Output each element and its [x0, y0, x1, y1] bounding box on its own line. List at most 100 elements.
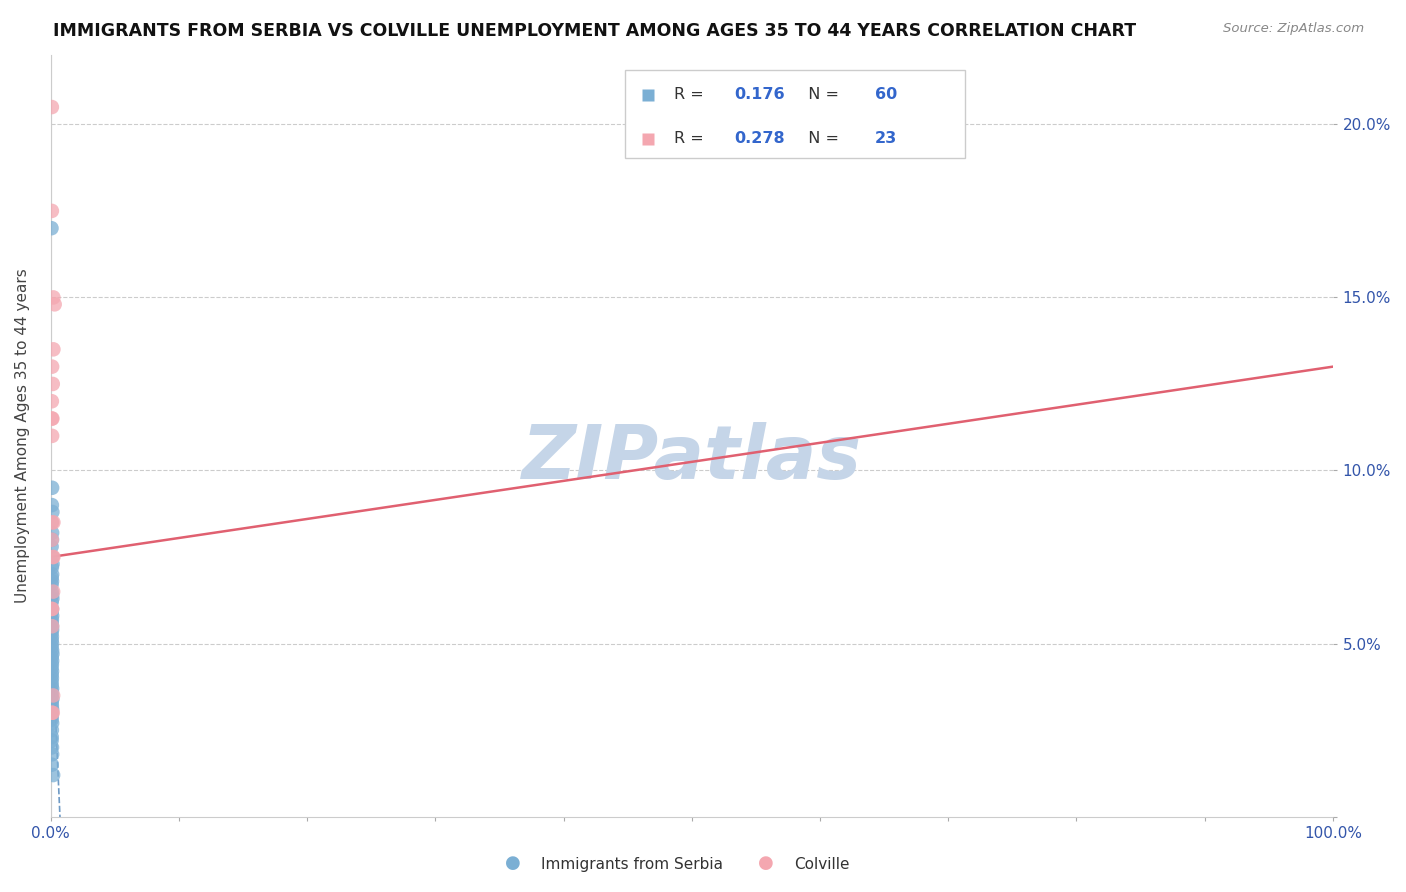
Point — [42, 584, 65, 599]
Point — [41, 221, 63, 235]
Point — [42, 343, 65, 357]
Point — [41, 626, 63, 640]
Point — [41, 643, 63, 657]
Y-axis label: Unemployment Among Ages 35 to 44 years: Unemployment Among Ages 35 to 44 years — [15, 268, 30, 603]
Point — [41, 733, 63, 747]
Point — [41, 689, 63, 703]
Point — [41, 577, 63, 591]
Point — [41, 203, 63, 218]
Point — [41, 560, 63, 574]
Text: 0.278: 0.278 — [734, 131, 785, 146]
Point — [41, 100, 63, 114]
Point — [41, 533, 63, 547]
Point — [41, 757, 63, 772]
Point — [41, 574, 63, 589]
Point — [41, 612, 63, 626]
Point — [41, 481, 63, 495]
Text: IMMIGRANTS FROM SERBIA VS COLVILLE UNEMPLOYMENT AMONG AGES 35 TO 44 YEARS CORREL: IMMIGRANTS FROM SERBIA VS COLVILLE UNEMP… — [53, 22, 1136, 40]
Point — [41, 716, 63, 731]
Point — [41, 713, 63, 727]
Point — [41, 640, 63, 654]
Bar — [626, 70, 965, 158]
Point — [41, 702, 63, 716]
Point — [41, 525, 63, 540]
Text: R =: R = — [673, 131, 709, 146]
Point — [41, 636, 63, 650]
Text: Colville: Colville — [794, 857, 849, 872]
Point — [41, 411, 63, 425]
Point — [41, 671, 63, 685]
Point — [42, 689, 65, 703]
Point — [41, 709, 63, 723]
Point — [41, 411, 63, 425]
Point — [41, 516, 63, 530]
Point — [41, 633, 63, 648]
Point — [41, 698, 63, 713]
Point — [41, 540, 63, 554]
Point — [41, 685, 63, 699]
Point — [42, 376, 65, 391]
Point — [41, 595, 63, 609]
Point — [42, 549, 65, 564]
Point — [41, 567, 63, 582]
Point — [42, 549, 65, 564]
Point — [41, 602, 63, 616]
Point — [41, 706, 63, 720]
Point — [41, 602, 63, 616]
Point — [41, 723, 63, 737]
Point — [41, 654, 63, 668]
Point — [41, 571, 63, 585]
Point — [41, 730, 63, 744]
Point — [41, 359, 63, 374]
Text: ZIPatlas: ZIPatlas — [522, 422, 862, 495]
Point — [41, 394, 63, 409]
Text: Source: ZipAtlas.com: Source: ZipAtlas.com — [1223, 22, 1364, 36]
Text: Immigrants from Serbia: Immigrants from Serbia — [541, 857, 723, 872]
Point — [41, 674, 63, 689]
Point — [41, 584, 63, 599]
Point — [42, 516, 65, 530]
Point — [41, 647, 63, 661]
Point — [41, 661, 63, 675]
Point — [41, 664, 63, 678]
Point — [41, 657, 63, 672]
Point — [41, 695, 63, 709]
Point — [41, 429, 63, 443]
Text: N =: N = — [799, 87, 845, 103]
Point — [41, 692, 63, 706]
Point — [41, 623, 63, 637]
Point — [42, 768, 65, 782]
Point — [41, 498, 63, 512]
Point — [41, 602, 63, 616]
Point — [41, 516, 63, 530]
Point — [41, 667, 63, 681]
Point — [41, 619, 63, 633]
Text: ●: ● — [505, 855, 522, 872]
Text: N =: N = — [799, 131, 845, 146]
Point — [41, 549, 63, 564]
Point — [41, 588, 63, 602]
Point — [41, 706, 63, 720]
Text: 23: 23 — [875, 131, 897, 146]
Text: ●: ● — [758, 855, 775, 872]
Point — [44, 297, 66, 311]
Point — [41, 608, 63, 623]
Text: R =: R = — [673, 87, 709, 103]
Point — [41, 591, 63, 606]
Point — [41, 619, 63, 633]
Point — [41, 747, 63, 762]
Text: 60: 60 — [875, 87, 897, 103]
Point — [41, 650, 63, 665]
Point — [41, 678, 63, 692]
Point — [41, 681, 63, 696]
Point — [42, 290, 65, 304]
Point — [41, 505, 63, 519]
Point — [41, 740, 63, 755]
Point — [41, 557, 63, 571]
Point — [41, 615, 63, 630]
Point — [42, 706, 65, 720]
Point — [41, 533, 63, 547]
Point — [41, 606, 63, 620]
Text: 0.176: 0.176 — [734, 87, 785, 103]
Point — [41, 630, 63, 644]
